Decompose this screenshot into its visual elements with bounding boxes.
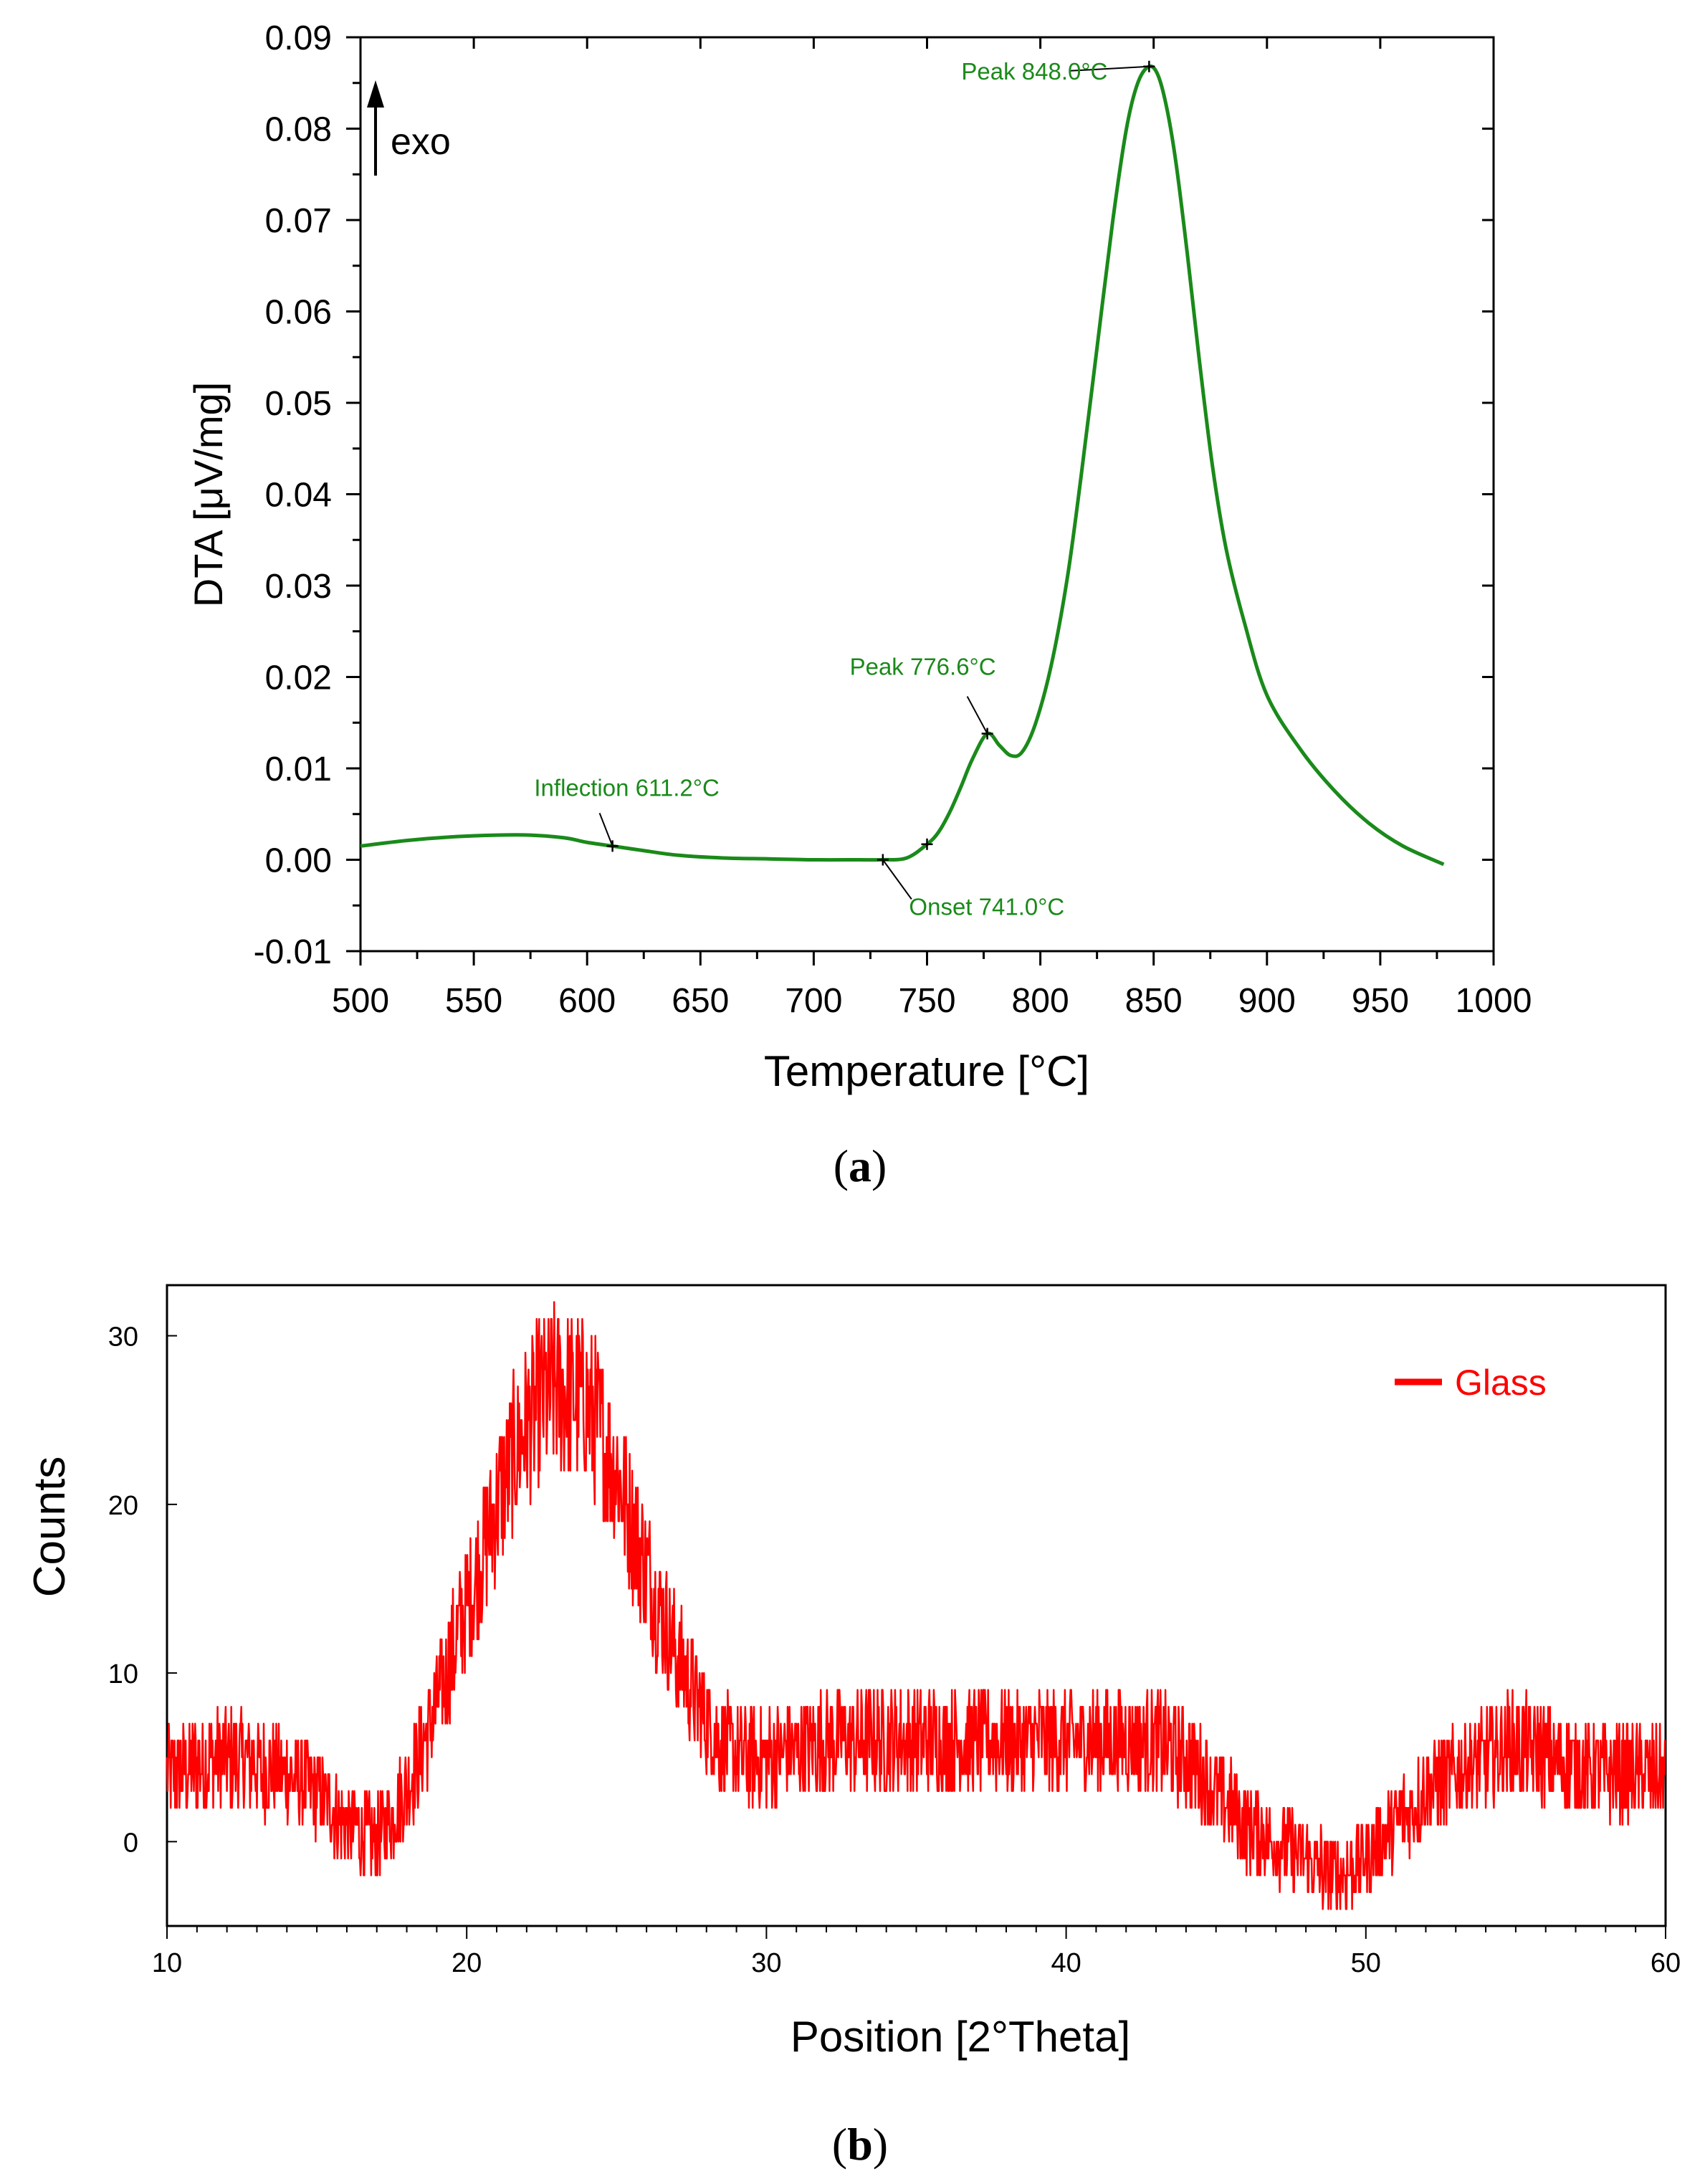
- x-axis-label-a: Temperature [°C]: [764, 1047, 1089, 1095]
- x-tick-label-a: 500: [332, 982, 389, 1020]
- y-tick-label-b: 30: [108, 1322, 138, 1353]
- x-tick-labels-b: 10 20 30 40 50 60: [152, 1948, 1681, 1978]
- y-tick-label-a: 0.01: [265, 750, 332, 788]
- y-tick-label-a: 0.08: [265, 111, 332, 149]
- up-arrow-icon: [367, 80, 384, 108]
- x-tick-label-a: 800: [1012, 982, 1069, 1020]
- x-tick-label-a: 900: [1238, 982, 1296, 1020]
- x-tick-label-b: 60: [1651, 1948, 1681, 1978]
- legend-b: Glass: [1395, 1363, 1547, 1403]
- exo-arrow: exo: [367, 80, 451, 176]
- y-tick-label-b: 0: [123, 1828, 138, 1858]
- x-tick-labels-a: 500 550 600 650 700 750 800 850 900 950 1000: [332, 982, 1532, 1020]
- y-tick-label-a: 0.06: [265, 294, 332, 332]
- y-tick-label-a: 0.09: [265, 19, 332, 57]
- x-tick-label-a: 600: [558, 982, 616, 1020]
- y-tick-label-a: 0.07: [265, 202, 332, 240]
- dta-curve: [360, 64, 1445, 867]
- annotations-a: Peak 848.0°C Peak 776.6°C Inflection 611.2…: [534, 58, 1155, 920]
- x-axis-label-b: Position [2°Theta]: [791, 2013, 1130, 2061]
- annotation-label: Inflection 611.2°C: [534, 774, 719, 801]
- y-axis-label-b: Counts: [25, 1456, 75, 1597]
- panel-label-a: (a): [833, 1140, 887, 1191]
- x-tick-label-b: 20: [452, 1948, 482, 1978]
- annotation-leader: [598, 813, 613, 847]
- x-tick-label-a: 700: [785, 982, 842, 1020]
- x-tick-label-a: 950: [1352, 982, 1409, 1020]
- legend-label-glass: Glass: [1455, 1363, 1547, 1403]
- axis-ticks-b: [166, 1335, 1666, 1939]
- y-tick-label-a: 0.02: [265, 659, 332, 697]
- annotation-leader: [966, 696, 988, 735]
- y-tick-label-b: 20: [108, 1491, 138, 1521]
- x-tick-label-b: 10: [152, 1948, 182, 1978]
- annotation-label: Peak 776.6°C: [850, 654, 996, 680]
- chart-a-dta: 500 550 600 650 700 750 800 850 900 950 1000 -0.01…: [186, 19, 1532, 1095]
- y-axis-label-a: DTA [μV/mg]: [186, 382, 231, 607]
- glass-xrd-curve: [166, 1301, 1666, 1910]
- y-tick-label-a: 0.00: [265, 842, 332, 880]
- x-tick-label-a: 650: [672, 982, 729, 1020]
- y-tick-label-a: 0.05: [265, 385, 332, 423]
- axis-ticks-a: [346, 36, 1495, 965]
- x-tick-label-b: 30: [751, 1948, 781, 1978]
- y-tick-label-a: -0.01: [254, 933, 332, 971]
- panel-label-b: (b): [831, 2119, 889, 2170]
- y-tick-labels-a: -0.01 0.00 0.01 0.02 0.03 0.04 0.05 0.06 0.07 0.0…: [254, 19, 332, 971]
- annotation-label: Onset 741.0°C: [909, 894, 1064, 920]
- plot-frame-a: [359, 36, 1495, 953]
- chart-b-xrd: 10 20 30 40 50 60 0 10 20 30 Glass Position [2°T…: [25, 1284, 1681, 2061]
- x-tick-label-a: 750: [898, 982, 955, 1020]
- x-tick-label-b: 50: [1351, 1948, 1381, 1978]
- annotation-label: Peak 848.0°C: [961, 58, 1107, 85]
- x-tick-label-b: 40: [1051, 1948, 1081, 1978]
- x-tick-label-a: 850: [1125, 982, 1183, 1020]
- y-tick-label-a: 0.03: [265, 568, 332, 606]
- y-tick-label-b: 10: [108, 1659, 138, 1689]
- y-tick-label-a: 0.04: [265, 477, 332, 515]
- exo-label: exo: [391, 121, 451, 163]
- annotation-leader: [1070, 65, 1150, 72]
- y-tick-labels-b: 0 10 20 30: [108, 1322, 138, 1859]
- x-tick-label-a: 1000: [1456, 982, 1532, 1020]
- x-tick-label-a: 550: [445, 982, 502, 1020]
- annotation-leader: [882, 859, 912, 900]
